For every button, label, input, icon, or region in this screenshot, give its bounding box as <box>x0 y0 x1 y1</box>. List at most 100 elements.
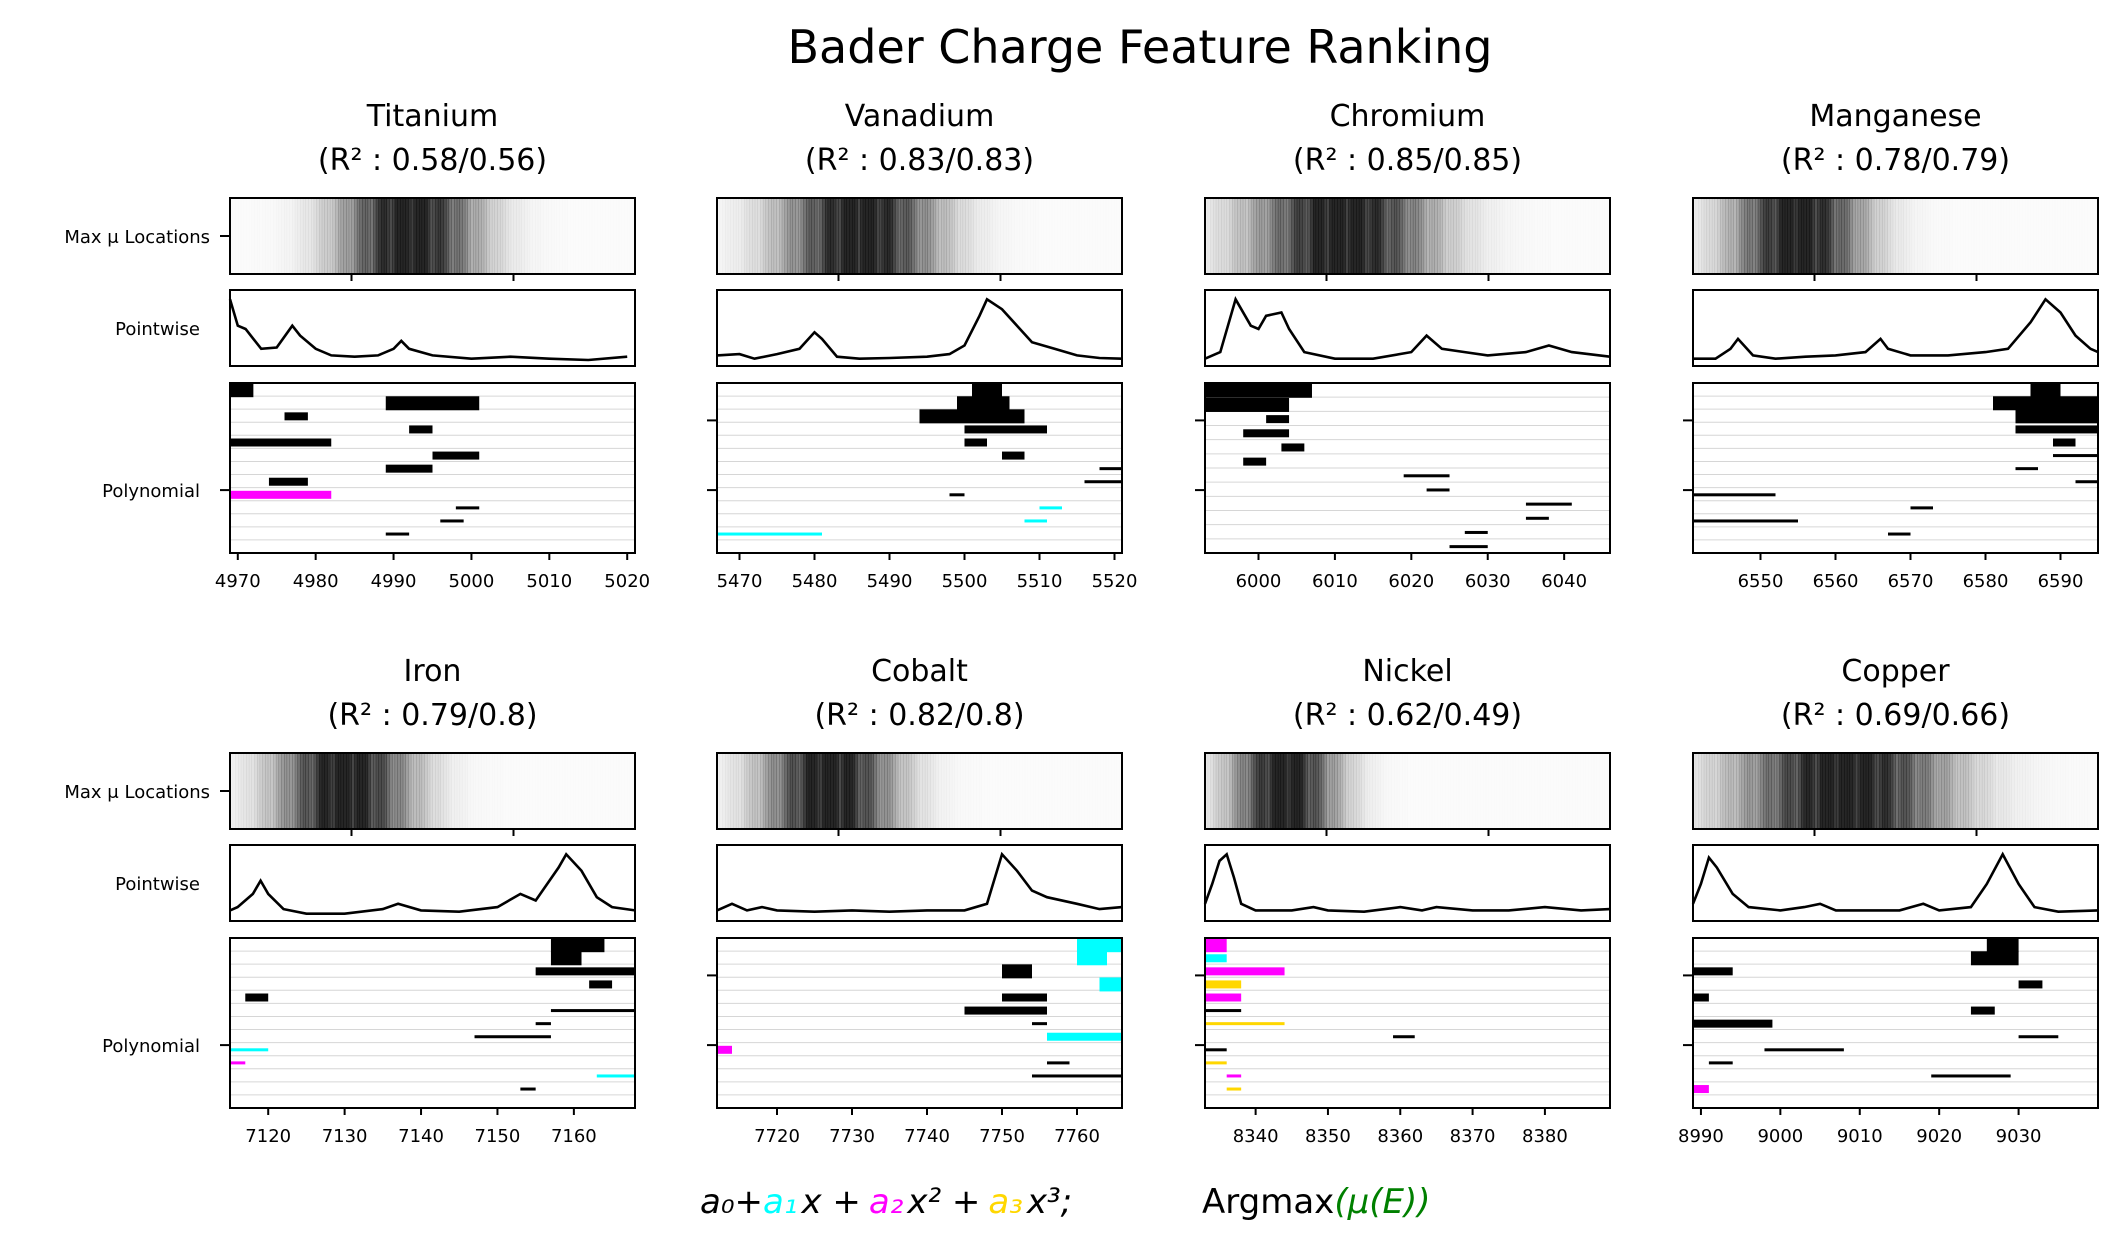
heat-cell <box>427 198 431 274</box>
heat-cell <box>343 753 347 829</box>
heat-cell <box>2017 198 2020 274</box>
poly-bar <box>1525 516 1549 520</box>
heat-cell <box>941 198 945 274</box>
heat-cell <box>408 753 412 829</box>
heat-cell <box>1448 198 1452 274</box>
heat-cell <box>730 753 734 829</box>
x-tick-label: 6570 <box>1888 571 1934 592</box>
poly-bar <box>535 967 635 976</box>
heat-cell <box>630 198 633 274</box>
heat-cell <box>1947 198 1950 274</box>
heat-cell <box>1267 198 1271 274</box>
heat-cell <box>440 198 444 274</box>
heat-cell <box>1022 753 1025 829</box>
heat-cell <box>998 198 1001 274</box>
heat-cell <box>1561 198 1564 274</box>
heat-cell <box>916 753 920 829</box>
heat-cell <box>719 198 723 274</box>
heat-cell <box>1264 198 1268 274</box>
heat-cell <box>1925 198 1928 274</box>
heat-cell <box>1695 753 1699 829</box>
heat-cell <box>562 753 565 829</box>
heat-cell <box>1747 753 1751 829</box>
heat-cell <box>754 198 758 274</box>
heat-cell <box>1965 753 1969 829</box>
heat-cell <box>459 753 463 829</box>
heat-cell <box>1294 198 1298 274</box>
heat-cell <box>1890 198 1894 274</box>
heat-cell <box>1540 198 1543 274</box>
heat-cell <box>1223 753 1227 829</box>
heat-cell <box>806 753 810 829</box>
heat-cell <box>316 198 320 274</box>
poly-bar <box>1693 519 1798 523</box>
heat-cell <box>541 198 544 274</box>
heat-cell <box>595 753 598 829</box>
heat-cell <box>248 753 252 829</box>
heat-cell <box>922 753 926 829</box>
heat-cell <box>795 753 799 829</box>
heat-cell <box>860 753 864 829</box>
heat-cell <box>308 198 312 274</box>
poly-bar <box>2053 454 2098 458</box>
heat-cell <box>1722 753 1726 829</box>
heat-cell <box>392 198 396 274</box>
x-tick-label: 7740 <box>904 1126 950 1147</box>
heat-cell <box>1936 753 1940 829</box>
heat-cell <box>2033 198 2036 274</box>
heat-cell <box>532 753 535 829</box>
heat-cell <box>1556 753 1559 829</box>
heat-cell <box>1423 198 1427 274</box>
heat-cell <box>1591 198 1594 274</box>
heat-cell <box>1109 753 1112 829</box>
heat-cell <box>984 753 987 829</box>
heat-cell <box>1597 753 1600 829</box>
heat-cell <box>1987 198 1990 274</box>
heat-cell <box>849 198 853 274</box>
heat-cell <box>955 753 958 829</box>
heat-cell <box>600 198 603 274</box>
heat-cell <box>305 198 309 274</box>
heat-cell <box>1264 753 1268 829</box>
heat-cell <box>235 198 238 274</box>
heat-cell <box>592 753 595 829</box>
heat-cell <box>908 753 912 829</box>
heat-cell <box>265 753 269 829</box>
pointwise-line <box>1204 296 1611 361</box>
heat-cell <box>1578 198 1581 274</box>
heat-cell <box>284 753 288 829</box>
heat-cell <box>514 753 517 829</box>
heat-cell <box>1226 198 1230 274</box>
heat-cell <box>2049 198 2052 274</box>
heat-cell <box>887 198 891 274</box>
heat-cell <box>1046 753 1049 829</box>
heat-cell <box>1784 753 1788 829</box>
heat-cell <box>1545 198 1548 274</box>
heat-cell <box>597 753 600 829</box>
heat-cell <box>830 753 834 829</box>
heat-cell <box>1310 198 1314 274</box>
heat-cell <box>962 198 966 274</box>
pointwise-frame <box>229 289 636 367</box>
heat-cell <box>2058 198 2061 274</box>
heat-cell <box>246 198 249 274</box>
heat-cell <box>389 753 393 829</box>
heat-cell <box>1277 198 1281 274</box>
heat-cell <box>1998 753 2002 829</box>
poly-bar <box>1243 429 1290 438</box>
heat-cell <box>1377 753 1381 829</box>
heat-cell <box>773 198 777 274</box>
heat-cell <box>1318 753 1322 829</box>
poly-bar <box>1970 951 2019 966</box>
heat-cell <box>762 753 766 829</box>
heat-cell <box>551 753 554 829</box>
heat-cell <box>1605 753 1608 829</box>
heat-cell <box>1895 753 1899 829</box>
heat-cell <box>381 198 385 274</box>
heat-cell <box>413 198 417 274</box>
poly-bar <box>455 506 480 510</box>
heat-cell <box>1507 753 1510 829</box>
heat-cell <box>2074 198 2077 274</box>
heat-cell <box>1437 753 1440 829</box>
heat-cell <box>529 198 533 274</box>
